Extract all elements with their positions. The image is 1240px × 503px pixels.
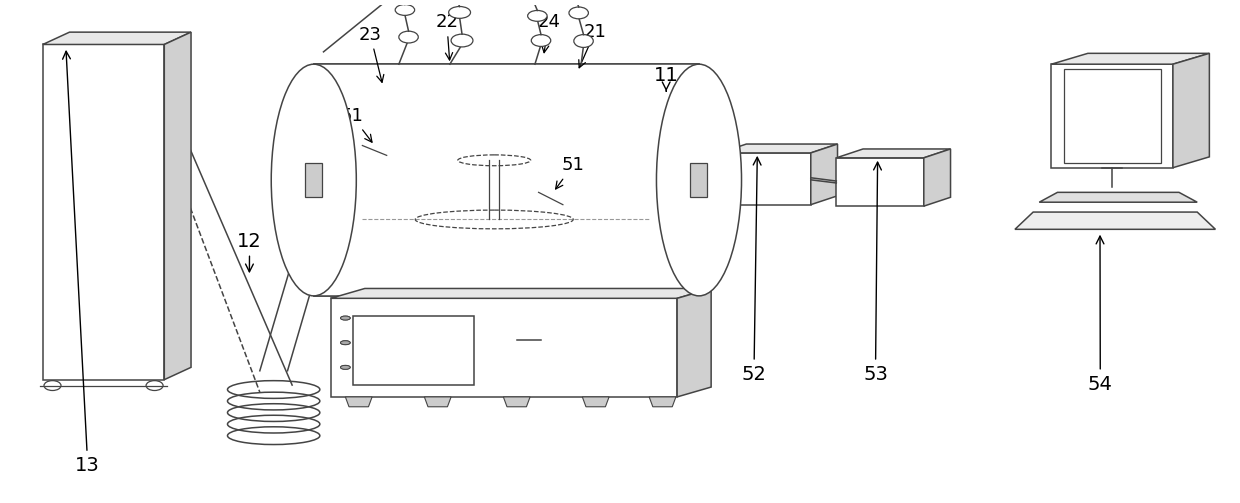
- Text: 21: 21: [579, 23, 606, 68]
- Polygon shape: [1052, 64, 1173, 167]
- Text: 12: 12: [237, 231, 262, 272]
- Ellipse shape: [574, 35, 593, 47]
- Ellipse shape: [531, 35, 551, 46]
- Ellipse shape: [399, 31, 418, 43]
- Ellipse shape: [528, 11, 547, 21]
- Polygon shape: [1014, 212, 1215, 229]
- Polygon shape: [331, 298, 677, 397]
- Polygon shape: [352, 315, 474, 385]
- Polygon shape: [331, 288, 711, 298]
- Text: 22: 22: [435, 13, 459, 60]
- Polygon shape: [42, 32, 191, 44]
- Circle shape: [341, 316, 350, 320]
- Circle shape: [341, 341, 350, 345]
- Circle shape: [341, 365, 350, 369]
- Polygon shape: [1173, 53, 1209, 167]
- Text: 2: 2: [454, 303, 486, 322]
- Polygon shape: [305, 163, 322, 197]
- Polygon shape: [836, 158, 924, 206]
- Ellipse shape: [272, 64, 356, 296]
- Polygon shape: [719, 153, 811, 205]
- Polygon shape: [1052, 53, 1209, 64]
- Polygon shape: [677, 288, 711, 397]
- Polygon shape: [503, 397, 529, 407]
- Polygon shape: [583, 397, 609, 407]
- Text: 54: 54: [1087, 236, 1112, 393]
- Polygon shape: [346, 397, 372, 407]
- Circle shape: [341, 365, 350, 369]
- Polygon shape: [719, 144, 837, 153]
- Ellipse shape: [396, 5, 414, 16]
- Text: 24: 24: [537, 13, 560, 53]
- Ellipse shape: [449, 7, 470, 18]
- Text: 13: 13: [62, 51, 100, 475]
- Text: 51: 51: [556, 156, 584, 189]
- Polygon shape: [424, 397, 451, 407]
- Polygon shape: [691, 163, 708, 197]
- Polygon shape: [314, 64, 699, 296]
- Polygon shape: [164, 32, 191, 380]
- Ellipse shape: [656, 64, 742, 296]
- Ellipse shape: [569, 7, 589, 19]
- Text: 53: 53: [863, 162, 888, 384]
- Polygon shape: [42, 44, 164, 380]
- Text: 51: 51: [341, 107, 372, 142]
- Polygon shape: [811, 144, 837, 205]
- Text: 23: 23: [358, 26, 384, 82]
- Polygon shape: [924, 149, 951, 206]
- Circle shape: [341, 341, 350, 345]
- Polygon shape: [1064, 69, 1161, 163]
- Circle shape: [341, 316, 350, 320]
- Polygon shape: [836, 149, 951, 158]
- Ellipse shape: [451, 34, 472, 47]
- Polygon shape: [650, 397, 676, 407]
- Text: 11: 11: [653, 66, 678, 91]
- Polygon shape: [1039, 192, 1197, 202]
- Text: 52: 52: [742, 157, 766, 384]
